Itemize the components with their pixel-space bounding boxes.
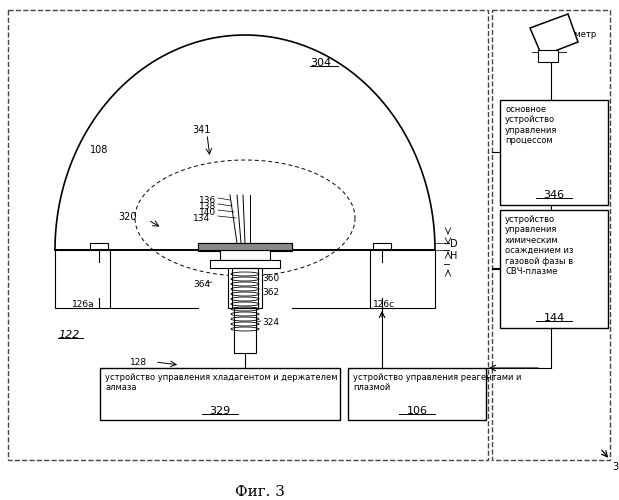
Bar <box>100 368 340 420</box>
Text: 362: 362 <box>262 288 279 297</box>
Text: 126c: 126c <box>373 300 395 309</box>
Text: 360: 360 <box>262 274 279 283</box>
Text: 364: 364 <box>193 280 210 289</box>
Text: 140: 140 <box>199 208 216 217</box>
Bar <box>538 50 558 62</box>
Bar <box>220 250 270 260</box>
Text: 136: 136 <box>199 196 216 205</box>
Bar <box>228 268 262 308</box>
Text: 108: 108 <box>90 145 108 155</box>
Bar <box>370 250 435 308</box>
Text: 106: 106 <box>407 406 428 416</box>
Bar <box>500 210 608 328</box>
Text: устройство управления реагентами и
плазмой: устройство управления реагентами и плазм… <box>353 373 521 392</box>
Bar <box>198 243 292 251</box>
Bar <box>232 268 258 308</box>
Text: 320: 320 <box>118 212 137 222</box>
Text: Фиг. 3: Фиг. 3 <box>235 485 285 499</box>
Text: основное
устройство
управления
процессом: основное устройство управления процессом <box>505 105 557 145</box>
Text: 341: 341 <box>192 125 210 135</box>
Bar <box>198 243 292 250</box>
Bar <box>55 250 110 308</box>
Bar <box>210 260 280 268</box>
Bar <box>90 243 108 251</box>
Text: 142: 142 <box>537 44 558 54</box>
Bar <box>492 10 610 460</box>
Polygon shape <box>530 14 578 56</box>
Text: 324: 324 <box>262 318 279 327</box>
Text: 122: 122 <box>58 330 79 340</box>
Text: D: D <box>450 239 457 249</box>
Text: устройство управления хладагентом и держателем
алмаза: устройство управления хладагентом и держ… <box>105 373 337 392</box>
Text: 300: 300 <box>612 462 619 472</box>
Text: устройство
управления
химическим
осаждением из
газовой фазы в
СВЧ-плазме: устройство управления химическим осажден… <box>505 215 573 276</box>
Text: 329: 329 <box>209 406 231 416</box>
Text: H: H <box>450 251 457 261</box>
Text: 128: 128 <box>130 358 147 367</box>
Bar <box>348 368 486 420</box>
Text: 346: 346 <box>543 190 565 200</box>
Bar <box>8 10 488 460</box>
Bar <box>373 243 391 251</box>
Bar <box>500 100 608 205</box>
Text: 304: 304 <box>310 58 331 68</box>
Text: 134: 134 <box>193 214 210 223</box>
Text: ИК пирометр: ИК пирометр <box>538 30 596 39</box>
Text: 138: 138 <box>199 202 216 211</box>
Text: 144: 144 <box>543 313 565 323</box>
Text: 126a: 126a <box>72 300 95 309</box>
Bar <box>234 308 256 353</box>
